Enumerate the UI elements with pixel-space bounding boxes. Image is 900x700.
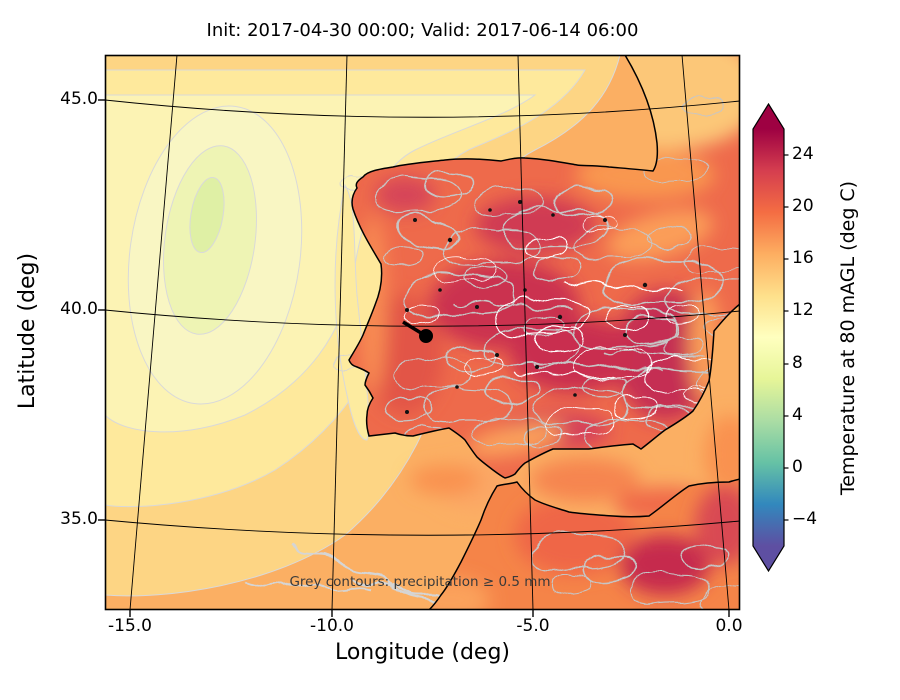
cb-tick-20: 20 xyxy=(792,196,814,216)
axes-frame xyxy=(98,54,741,617)
map-canvas xyxy=(98,54,741,617)
y-tick-40: 40.0 xyxy=(60,299,98,319)
cb-tick-4: 4 xyxy=(792,405,803,425)
x-axis-label: Longitude (deg) xyxy=(334,640,511,665)
location-marker xyxy=(402,320,433,343)
cb-tick-16: 16 xyxy=(792,248,814,268)
x-tick-0: 0.0 xyxy=(715,616,743,636)
x-tick-minus5: -5.0 xyxy=(516,616,550,636)
colorbar-label: Temperature at 80 mAGL (deg C) xyxy=(837,180,859,496)
cb-tick-12: 12 xyxy=(792,300,814,320)
y-axis-label: Latitude (deg) xyxy=(15,252,40,410)
colorbar-svg xyxy=(752,102,789,573)
colorbar xyxy=(752,100,792,578)
x-tick-minus15: -15.0 xyxy=(108,616,152,636)
plot-title: Init: 2017-04-30 00:00; Valid: 2017-06-1… xyxy=(206,20,639,41)
y-tick-35: 35.0 xyxy=(60,509,98,529)
cb-tick-0: 0 xyxy=(792,457,803,477)
colorbar-ticks-marks xyxy=(784,154,789,521)
cb-tick-24: 24 xyxy=(792,144,814,164)
marker-dot xyxy=(419,329,433,343)
precip-annotation: Grey contours: precipitation ≥ 0.5 mm xyxy=(289,574,551,590)
cb-tick-minus4: −4 xyxy=(792,509,818,529)
graticule xyxy=(105,55,740,610)
x-tick-minus10: -10.0 xyxy=(310,616,354,636)
cb-tick-8: 8 xyxy=(792,353,803,373)
y-tick-45: 45.0 xyxy=(60,89,98,109)
temperature-field xyxy=(105,55,740,610)
map-svg xyxy=(98,54,741,617)
colorbar-gradient xyxy=(752,102,785,573)
inland-water-dots xyxy=(405,200,648,414)
